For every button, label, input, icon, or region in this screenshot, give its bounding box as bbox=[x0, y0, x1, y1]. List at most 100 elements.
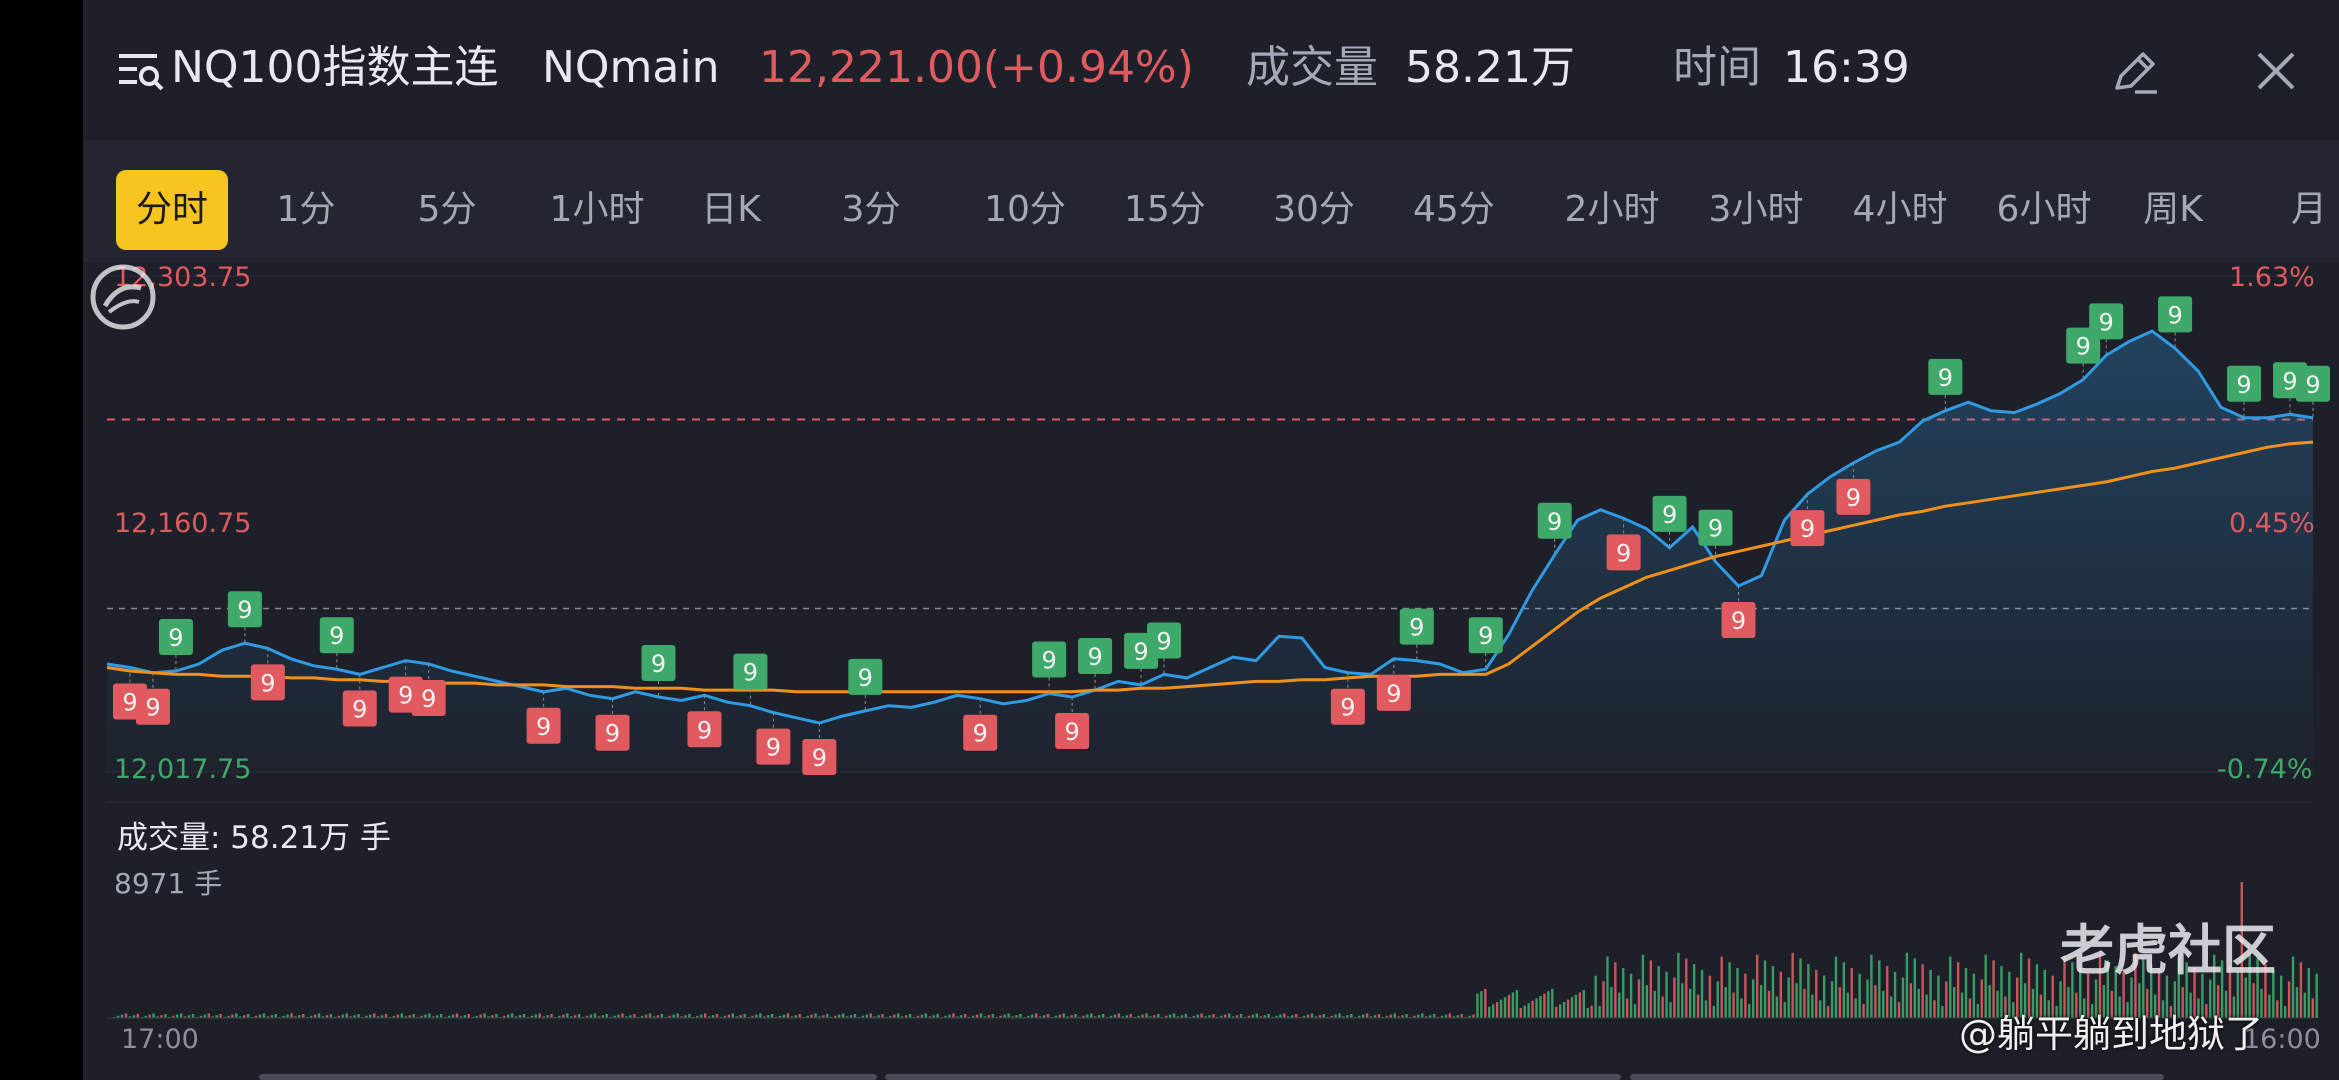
volume-bar bbox=[1669, 1002, 1672, 1018]
marker-up-3 bbox=[641, 644, 676, 681]
volume-bar bbox=[2252, 983, 2255, 1018]
marker-label: 9 bbox=[536, 713, 551, 741]
volume-bar bbox=[2283, 1006, 2287, 1018]
watermark-credit: @躺平躺到地狱了 bbox=[1959, 1012, 2264, 1056]
volume-bar bbox=[436, 1015, 439, 1018]
tab-13[interactable]: 6小时 bbox=[1996, 189, 2092, 230]
volume-bar bbox=[329, 1014, 333, 1018]
marker-label: 9 bbox=[1042, 647, 1057, 675]
volume-bar bbox=[1716, 981, 1719, 1018]
volume-bar bbox=[1389, 1014, 1392, 1018]
volume-bar bbox=[2303, 992, 2307, 1018]
volume-bar bbox=[483, 1013, 486, 1018]
volume-bar bbox=[1137, 1015, 1140, 1018]
volume-bar bbox=[1622, 968, 1625, 1018]
volume-bar bbox=[834, 1015, 837, 1018]
tab-10[interactable]: 2小时 bbox=[1564, 189, 1660, 230]
volume-bar bbox=[2181, 987, 2184, 1018]
volume-bar bbox=[136, 1014, 140, 1018]
volume-bar bbox=[1322, 1014, 1325, 1018]
volume-bar bbox=[680, 1016, 683, 1018]
marker-down-2 bbox=[250, 664, 285, 701]
volume-bar bbox=[573, 1015, 577, 1018]
volume-bar bbox=[1625, 998, 1629, 1018]
volume-bar bbox=[495, 1014, 498, 1018]
tab-12[interactable]: 4小时 bbox=[1852, 189, 1948, 230]
volume-bar bbox=[160, 1015, 163, 1018]
volume-bar bbox=[1929, 969, 1932, 1018]
volume-bar bbox=[2177, 956, 2180, 1018]
volume-bar bbox=[503, 1015, 506, 1018]
scrollbar-segment[interactable] bbox=[885, 1074, 1621, 1080]
volume-bar bbox=[715, 1014, 719, 1018]
volume-bar bbox=[1511, 992, 1515, 1018]
volume-bar bbox=[1255, 1013, 1258, 1018]
volume-bar bbox=[294, 1016, 297, 1018]
volume-value: 58.21万 bbox=[1405, 42, 1575, 93]
volume-bar bbox=[542, 1016, 545, 1018]
volume-bar bbox=[1886, 966, 1889, 1018]
tab-14[interactable]: 周K bbox=[2143, 189, 2203, 230]
marker-down-9 bbox=[756, 728, 791, 765]
volume-bar bbox=[2012, 1002, 2015, 1018]
volume-bar bbox=[1586, 1008, 1589, 1018]
chart-scrollbar[interactable] bbox=[83, 1074, 2339, 1080]
volume-bar bbox=[1153, 1015, 1156, 1018]
marker-up-7 bbox=[1078, 638, 1113, 675]
symbol-name[interactable]: NQ100指数主连 bbox=[171, 42, 499, 93]
volume-bar bbox=[1062, 1013, 1065, 1018]
tab-5[interactable]: 3分 bbox=[841, 189, 901, 230]
volume-bar bbox=[1905, 952, 1909, 1018]
volume-bar bbox=[2197, 998, 2200, 1018]
tab-8[interactable]: 30分 bbox=[1273, 189, 1355, 230]
volume-bar bbox=[1196, 1014, 1199, 1018]
volume-bar bbox=[1495, 1002, 1499, 1018]
volume-bar bbox=[2138, 983, 2141, 1018]
volume-bar bbox=[1854, 998, 1857, 1018]
volume-bar bbox=[1034, 1013, 1038, 1018]
volume-bar bbox=[1783, 1002, 1786, 1018]
edit-icon[interactable] bbox=[2107, 44, 2163, 100]
volume-bar bbox=[2090, 1004, 2094, 1018]
volume-bar bbox=[1212, 1014, 1215, 1018]
volume-bar bbox=[1937, 975, 1940, 1018]
close-icon[interactable] bbox=[2251, 46, 2301, 96]
volume-bar bbox=[463, 1015, 467, 1018]
volume-bar bbox=[2311, 998, 2314, 1018]
symbol-code: NQmain bbox=[542, 42, 720, 93]
volume-bar bbox=[1878, 960, 1881, 1018]
volume-bar bbox=[1168, 1014, 1172, 1018]
volume-bar bbox=[936, 1014, 939, 1018]
scrollbar-segment[interactable] bbox=[1630, 1074, 2164, 1080]
tab-1[interactable]: 1分 bbox=[276, 189, 336, 230]
volume-bar bbox=[2268, 994, 2271, 1018]
tab-2[interactable]: 5分 bbox=[417, 189, 477, 230]
volume-bar bbox=[1610, 987, 1613, 1018]
tab-4[interactable]: 日K bbox=[701, 189, 761, 230]
scrollbar-segment[interactable] bbox=[259, 1074, 877, 1080]
volume-bar bbox=[794, 1015, 798, 1018]
tab-11[interactable]: 3小时 bbox=[1708, 189, 1804, 230]
tab-7[interactable]: 15分 bbox=[1124, 189, 1206, 230]
marker-label: 9 bbox=[352, 695, 367, 723]
tab-6[interactable]: 10分 bbox=[984, 189, 1066, 230]
tab-3[interactable]: 1小时 bbox=[549, 189, 645, 230]
menu-search-icon[interactable] bbox=[117, 48, 165, 92]
volume-bar bbox=[1519, 1008, 1522, 1018]
volume-bar bbox=[1582, 990, 1586, 1018]
volume-bar bbox=[589, 1014, 593, 1018]
volume-bar bbox=[668, 1015, 671, 1018]
tab-0[interactable]: 分时 bbox=[116, 170, 228, 250]
volume-bar bbox=[1413, 1015, 1416, 1018]
volume-bar bbox=[696, 1015, 699, 1018]
volume-bar bbox=[254, 1015, 258, 1018]
volume-bar bbox=[1645, 985, 1649, 1018]
volume-bar bbox=[987, 1015, 991, 1018]
tab-9[interactable]: 45分 bbox=[1413, 189, 1495, 230]
volume-bar bbox=[2291, 956, 2295, 1018]
tab-15[interactable]: 月 bbox=[2290, 189, 2327, 230]
marker-label: 9 bbox=[398, 682, 413, 710]
marker-down-6 bbox=[526, 707, 561, 744]
